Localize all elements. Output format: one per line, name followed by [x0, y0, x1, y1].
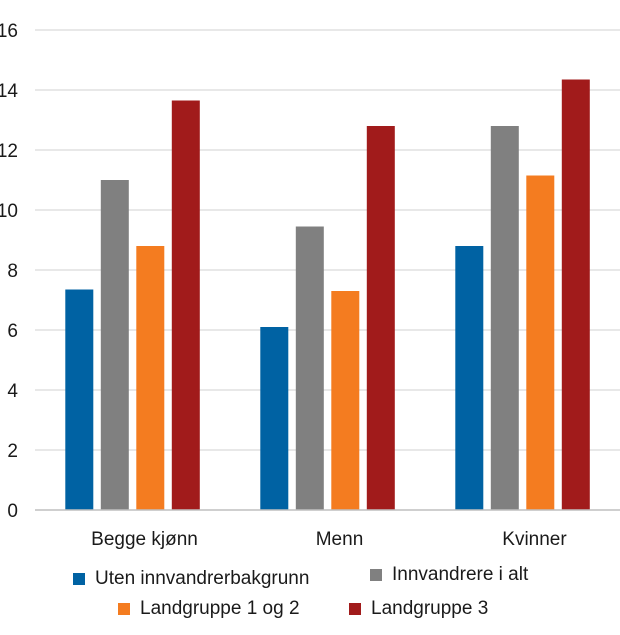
x-category-label: Menn [316, 529, 364, 550]
bar [136, 246, 165, 510]
y-tick-label: 12 [0, 141, 18, 162]
bar [366, 126, 395, 510]
legend: Uten innvandrerbakgrunn Innvandrere i al… [0, 560, 620, 630]
y-tick-label: 16 [0, 21, 18, 42]
legend-label: Landgruppe 1 og 2 [140, 598, 300, 619]
legend-label: Innvandrere i alt [392, 564, 529, 585]
y-axis-ticks: 0 2 4 6 8 10 12 14 16 [0, 21, 18, 522]
bar [331, 291, 360, 510]
legend-swatch [349, 603, 361, 615]
legend-item-uten-innvandrerbakgrunn: Uten innvandrerbakgrunn [73, 568, 309, 590]
bar [455, 246, 484, 510]
legend-label: Uten innvandrerbakgrunn [95, 568, 310, 589]
bar [260, 327, 289, 510]
bar [100, 180, 129, 510]
y-tick-label: 2 [7, 441, 18, 462]
legend-item-innvandrere-i-alt: Innvandrere i alt [370, 564, 528, 586]
y-tick-label: 4 [7, 381, 18, 402]
legend-swatch [118, 603, 130, 615]
bar [490, 126, 519, 510]
x-category-label: Kvinner [502, 529, 567, 550]
y-tick-label: 8 [7, 261, 18, 282]
legend-item-landgruppe-1-og-2: Landgruppe 1 og 2 [118, 598, 300, 620]
legend-swatch [370, 569, 382, 581]
legend-item-landgruppe-3: Landgruppe 3 [349, 598, 488, 620]
bars [65, 79, 590, 510]
bar [295, 226, 324, 510]
x-axis-labels: Begge kjønn Menn Kvinner [91, 529, 567, 550]
bar [65, 289, 94, 510]
bar-chart: 0 2 4 6 8 10 12 14 16 Begge kjønn Menn Kvinner [0, 21, 620, 550]
bar [171, 100, 200, 510]
y-tick-label: 0 [7, 501, 18, 522]
legend-swatch [73, 573, 85, 585]
bar [561, 79, 590, 510]
y-tick-label: 6 [7, 321, 18, 342]
gridlines [35, 29, 620, 451]
legend-label: Landgruppe 3 [371, 598, 489, 619]
y-tick-label: 14 [0, 81, 18, 102]
x-category-label: Begge kjønn [91, 529, 198, 550]
bar [526, 175, 555, 510]
y-tick-label: 10 [0, 201, 18, 222]
